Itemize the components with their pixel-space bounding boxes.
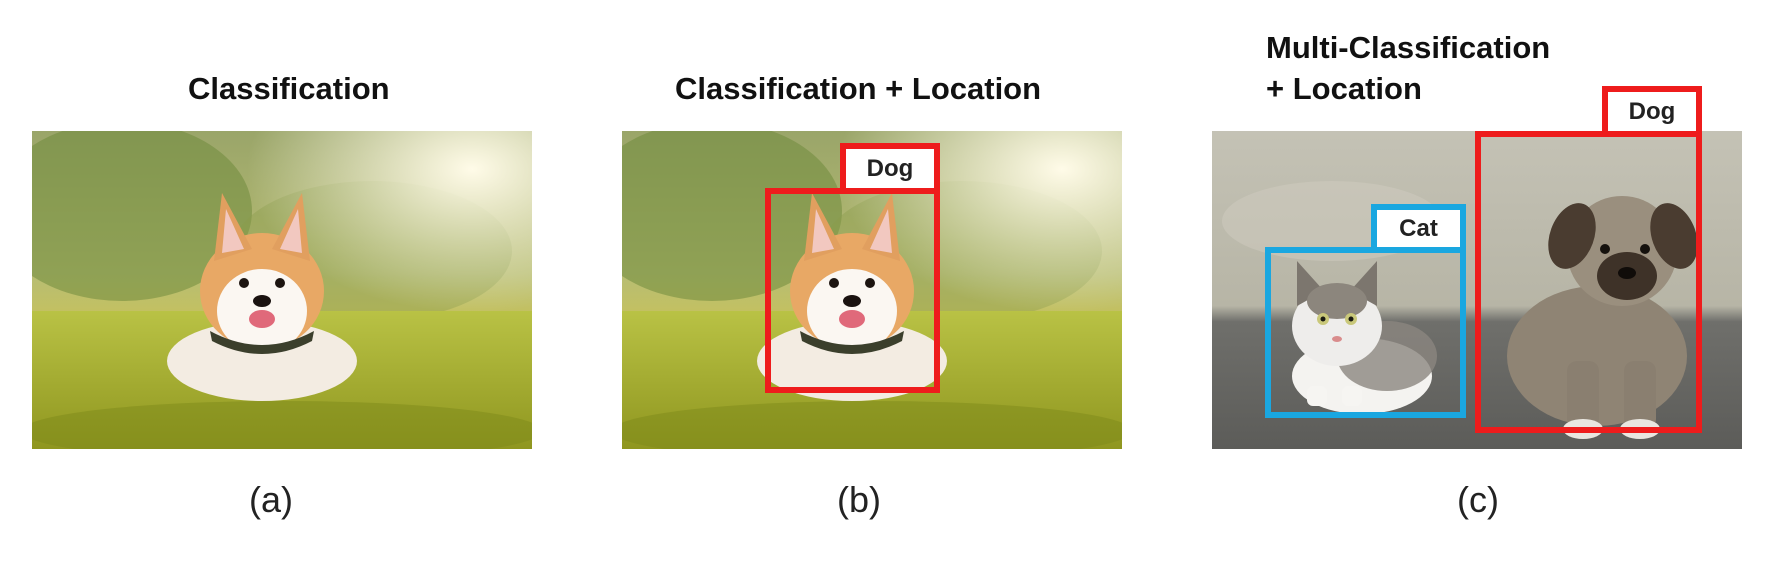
cat-figure [1292, 261, 1437, 414]
panel-a-title: Classification [188, 71, 390, 106]
puppy-figure [1507, 196, 1698, 439]
panel-a-corgi-photo [32, 131, 532, 449]
corgi-figure [757, 193, 947, 401]
panel-b-title: Classification + Location [675, 71, 1042, 106]
corgi-figure [167, 193, 357, 401]
panel-b-caption: (b) [837, 479, 881, 520]
panel-c-title-line-2: + Location [1266, 71, 1422, 106]
dog-label-text-c: Dog [1628, 97, 1676, 125]
dog-bounding-box-c [1475, 131, 1702, 433]
cat-bounding-box [1265, 247, 1466, 418]
dog-label-tag: Dog [840, 143, 940, 194]
panel-a-caption: (a) [249, 479, 293, 520]
cat-label-tag: Cat [1371, 204, 1466, 253]
panel-c-title-line-1: Multi-Classification [1266, 30, 1551, 65]
dog-label-text: Dog [866, 154, 914, 182]
dog-label-tag-c: Dog [1602, 86, 1702, 137]
panel-c-caption: (c) [1457, 479, 1499, 520]
cat-label-text: Cat [1399, 214, 1438, 242]
dog-bounding-box [765, 188, 940, 393]
